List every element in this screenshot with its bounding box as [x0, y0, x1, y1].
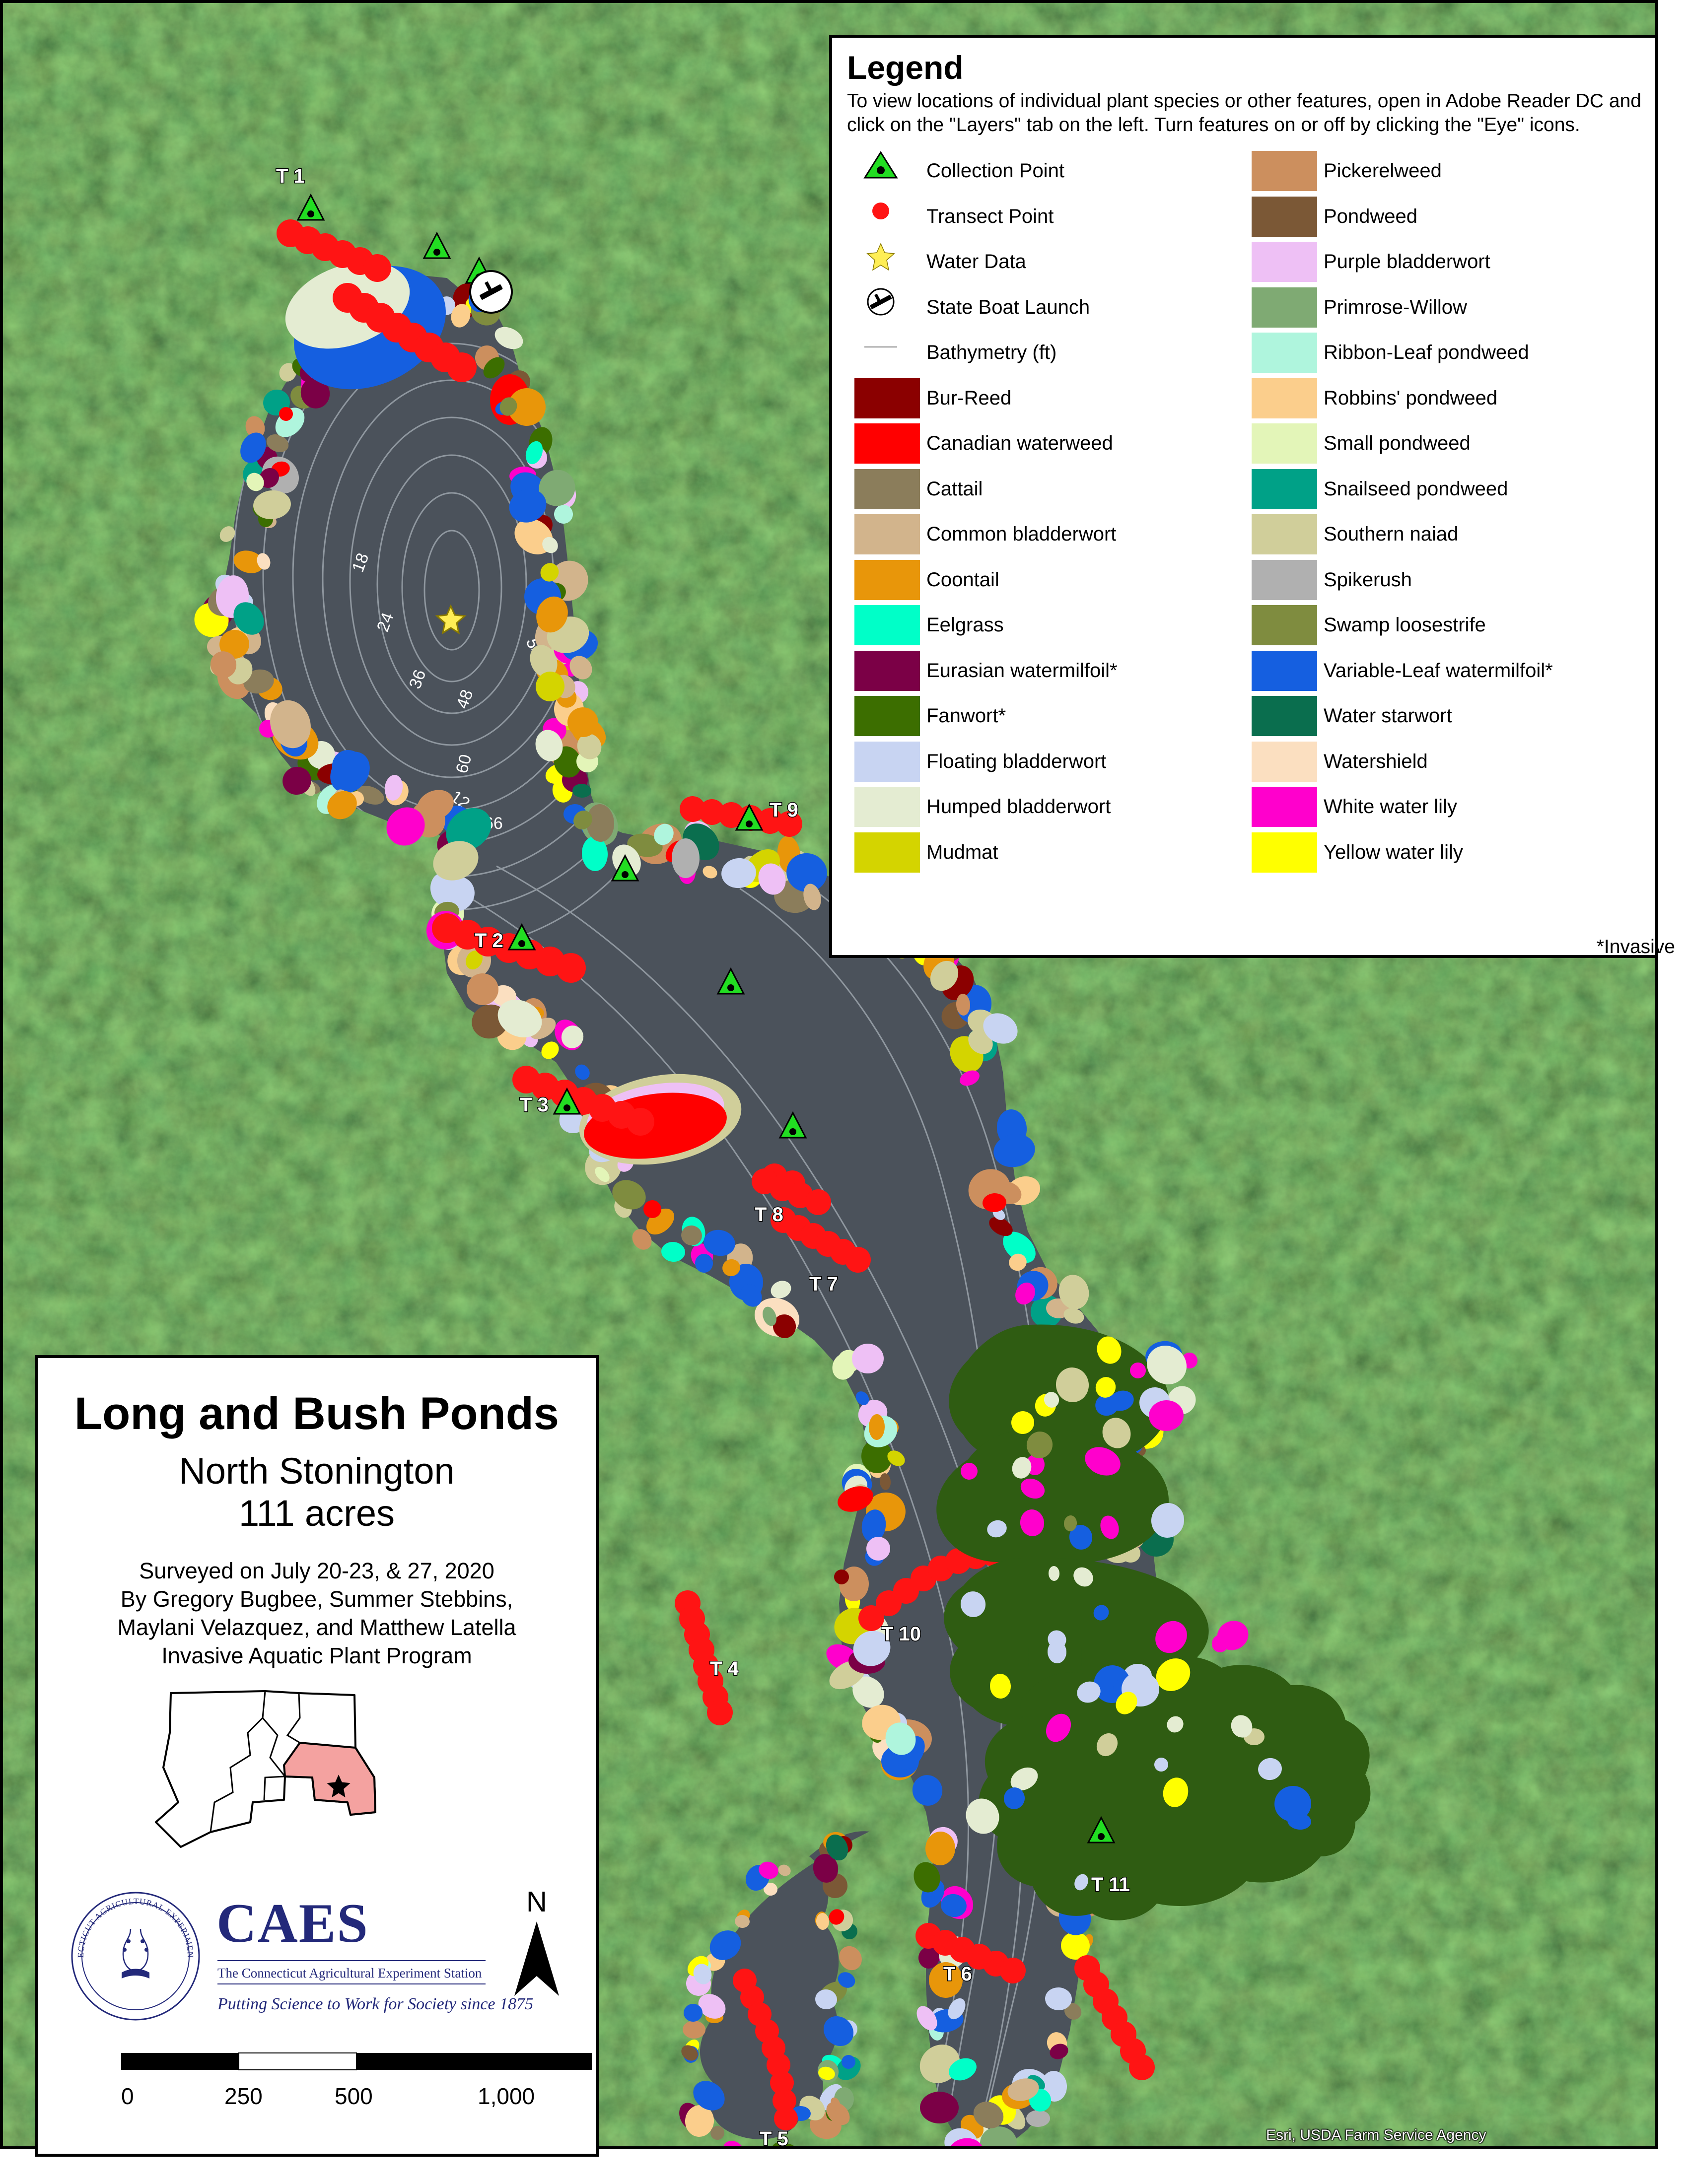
svg-text:THE CONNECTICUT AGRICULTURAL E: THE CONNECTICUT AGRICULTURAL EXPERIMENT …: [69, 1889, 195, 1958]
svg-text:N: N: [526, 1892, 547, 1918]
